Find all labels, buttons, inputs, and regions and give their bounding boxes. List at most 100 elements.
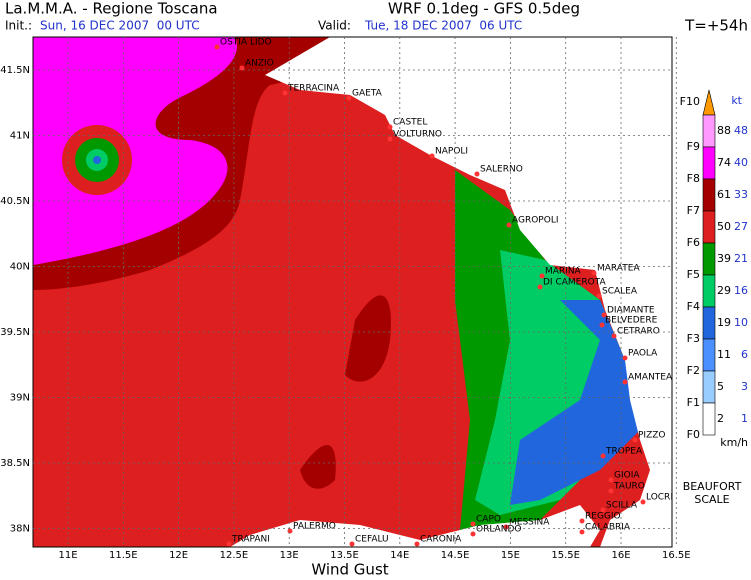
legend-force: F0	[687, 428, 700, 441]
legend-kt: 6	[741, 348, 748, 361]
legend-force: F10	[680, 95, 700, 108]
place-label: PIZZO	[638, 431, 666, 441]
place-dot	[387, 136, 393, 142]
place-label: BELVEDERE	[605, 316, 658, 326]
place-dot	[591, 270, 597, 276]
valid-label: Valid:	[318, 19, 351, 33]
lon-label: 12.5E	[220, 550, 249, 561]
place-label: CETRARO	[617, 327, 660, 337]
lon-label: 15.5E	[551, 550, 580, 561]
legend-swatch	[702, 338, 716, 372]
place-dot	[579, 518, 585, 524]
legend-kmh: 2	[717, 412, 724, 425]
place-dot	[282, 90, 288, 96]
legend-kmh: 39	[717, 252, 731, 265]
legend-swatch	[702, 210, 716, 244]
lat-label: 41.5N	[0, 65, 30, 76]
place-label: CALABRIA	[585, 523, 631, 533]
lat-label: 39.5N	[0, 327, 30, 338]
place-label: TRAPANI	[231, 535, 270, 545]
legend-force: F5	[687, 268, 700, 281]
place-dot	[429, 153, 435, 159]
place-label: CEFALU	[355, 535, 389, 545]
legend-swatch	[702, 370, 716, 404]
place-label: MARINA	[545, 267, 582, 277]
unit-kt: kt	[731, 94, 742, 107]
legend-force: F1	[687, 396, 700, 409]
place-label: CARONIA	[420, 535, 462, 545]
place-dot	[611, 333, 617, 339]
legend-kt: 40	[734, 156, 748, 169]
valid-date: Tue, 18 DEC 2007 06 UTC	[364, 19, 522, 33]
place-label: VOLTURNO	[393, 130, 442, 140]
init-label: Init.:	[5, 19, 32, 33]
legend-swatch	[702, 242, 716, 276]
scale-name: BEAUFORT	[683, 480, 742, 493]
legend-swatch	[702, 114, 716, 148]
legend-kmh: 74	[717, 156, 731, 169]
model: WRF 0.1deg - GFS 0.5deg	[388, 0, 580, 18]
place-dot	[414, 541, 420, 547]
legend-swatch	[702, 146, 716, 180]
place-dot	[470, 521, 476, 527]
place-label: PALERMO	[293, 522, 336, 532]
lon-label: 14E	[390, 550, 409, 561]
place-dot	[387, 124, 393, 130]
legend-kt: 10	[734, 316, 748, 329]
lat-label: 40.5N	[0, 196, 30, 207]
place-label: GIOIA	[614, 471, 640, 481]
map-field	[33, 37, 672, 547]
legend-swatch	[702, 402, 716, 436]
place-dot	[608, 477, 614, 483]
place-dot	[349, 541, 355, 547]
place-label: TAURO	[613, 482, 645, 492]
title: La.M.M.A. - Regione Toscana	[5, 0, 218, 18]
place-dot	[287, 528, 293, 534]
place-label: NAPOLI	[435, 147, 468, 157]
legend-swatch	[702, 178, 716, 212]
legend-force: F7	[687, 204, 700, 217]
init-date: Sun, 16 DEC 2007 00 UTC	[40, 19, 200, 33]
legend-kt: 16	[734, 284, 748, 297]
place-dot	[608, 488, 614, 494]
legend-kmh: 61	[717, 188, 731, 201]
legend-kt: 1	[741, 412, 748, 425]
map-frame	[32, 36, 673, 548]
legend-force: F2	[687, 364, 700, 377]
place-dot	[226, 541, 232, 547]
place-label: SALERNO	[480, 165, 523, 175]
place-dot	[622, 379, 628, 385]
legend-kt: 21	[734, 252, 748, 265]
legend-kmh: 11	[717, 348, 731, 361]
place-label: AGROPOLI	[512, 216, 559, 226]
lon-label: 12E	[169, 550, 188, 561]
place-dot	[640, 499, 646, 505]
place-label: AMANTEA	[628, 373, 673, 383]
lead-time: T=+54h	[684, 17, 748, 35]
place-label: ORLANDO	[476, 525, 521, 535]
place-dot	[579, 529, 585, 535]
place-dot	[346, 95, 352, 101]
lat-label: 38.5N	[0, 458, 30, 469]
place-dot	[596, 293, 602, 299]
place-label: DIAMANTE	[607, 306, 655, 316]
place-dot	[600, 453, 606, 459]
lon-label: 14.5E	[441, 550, 470, 561]
legend-kt: 33	[734, 188, 748, 201]
legend-swatch	[702, 274, 716, 308]
place-label: MARATEA	[597, 264, 640, 274]
legend-force: F4	[687, 300, 700, 313]
legend-kmh: 19	[717, 316, 731, 329]
lon-label: 15E	[501, 550, 520, 561]
place-label: ANZIO	[245, 59, 274, 69]
place-label: TROPEA	[605, 447, 643, 457]
lat-label: 41N	[10, 131, 30, 142]
place-dot	[214, 44, 220, 50]
place-dot	[622, 355, 628, 361]
place-dot	[632, 437, 638, 443]
legend-kt: 27	[734, 220, 748, 233]
legend-kmh: 29	[717, 284, 731, 297]
lon-label: 13E	[280, 550, 299, 561]
legend-kmh: 88	[717, 124, 731, 137]
